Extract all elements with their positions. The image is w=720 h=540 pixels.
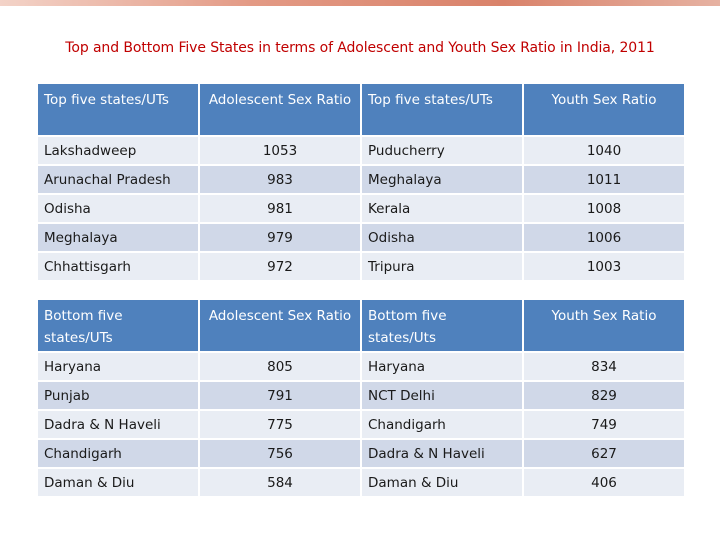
ratio-cell: 627 xyxy=(524,440,684,467)
header-bottom-states-youth: Bottom five states/Uts xyxy=(362,300,522,351)
table-header-row: Bottom five states/UTs Adolescent Sex Ra… xyxy=(38,300,684,351)
state-cell: Daman & Diu xyxy=(38,469,198,496)
header-top-states-adolescent: Top five states/UTs xyxy=(38,84,198,135)
table-row: Dadra & N Haveli 775 Chandigarh 749 xyxy=(38,411,684,438)
ratio-cell: 979 xyxy=(200,224,360,251)
ratio-cell: 983 xyxy=(200,166,360,193)
bottom-five-table: Bottom five states/UTs Adolescent Sex Ra… xyxy=(36,298,686,498)
ratio-cell: 406 xyxy=(524,469,684,496)
state-cell: Lakshadweep xyxy=(38,137,198,164)
ratio-cell: 981 xyxy=(200,195,360,222)
state-cell: Meghalaya xyxy=(38,224,198,251)
ratio-cell: 1003 xyxy=(524,253,684,280)
state-cell: Kerala xyxy=(362,195,522,222)
ratio-cell: 584 xyxy=(200,469,360,496)
state-cell: Odisha xyxy=(38,195,198,222)
state-cell: Haryana xyxy=(362,353,522,380)
top-accent-bar xyxy=(0,0,720,6)
table-row: Punjab 791 NCT Delhi 829 xyxy=(38,382,684,409)
state-cell: Dadra & N Haveli xyxy=(362,440,522,467)
ratio-cell: 1006 xyxy=(524,224,684,251)
table-row: Daman & Diu 584 Daman & Diu 406 xyxy=(38,469,684,496)
header-top-states-youth: Top five states/UTs xyxy=(362,84,522,135)
ratio-cell: 1008 xyxy=(524,195,684,222)
state-cell: Odisha xyxy=(362,224,522,251)
ratio-cell: 1011 xyxy=(524,166,684,193)
state-cell: Chhattisgarh xyxy=(38,253,198,280)
ratio-cell: 1053 xyxy=(200,137,360,164)
table-row: Arunachal Pradesh 983 Meghalaya 1011 xyxy=(38,166,684,193)
state-cell: Daman & Diu xyxy=(362,469,522,496)
table-row: Lakshadweep 1053 Puducherry 1040 xyxy=(38,137,684,164)
header-youth-sex-ratio: Youth Sex Ratio xyxy=(524,84,684,135)
ratio-cell: 834 xyxy=(524,353,684,380)
state-cell: Arunachal Pradesh xyxy=(38,166,198,193)
ratio-cell: 791 xyxy=(200,382,360,409)
header-adolescent-sex-ratio: Adolescent Sex Ratio xyxy=(200,84,360,135)
ratio-cell: 972 xyxy=(200,253,360,280)
ratio-cell: 756 xyxy=(200,440,360,467)
ratio-cell: 829 xyxy=(524,382,684,409)
ratio-cell: 1040 xyxy=(524,137,684,164)
state-cell: Dadra & N Haveli xyxy=(38,411,198,438)
state-cell: NCT Delhi xyxy=(362,382,522,409)
table-header-row: Top five states/UTs Adolescent Sex Ratio… xyxy=(38,84,684,135)
table-row: Chhattisgarh 972 Tripura 1003 xyxy=(38,253,684,280)
header-bottom-states-adolescent: Bottom five states/UTs xyxy=(38,300,198,351)
table-row: Odisha 981 Kerala 1008 xyxy=(38,195,684,222)
ratio-cell: 805 xyxy=(200,353,360,380)
ratio-cell: 775 xyxy=(200,411,360,438)
table-row: Meghalaya 979 Odisha 1006 xyxy=(38,224,684,251)
state-cell: Chandigarh xyxy=(38,440,198,467)
state-cell: Meghalaya xyxy=(362,166,522,193)
table-row: Chandigarh 756 Dadra & N Haveli 627 xyxy=(38,440,684,467)
header-youth-sex-ratio: Youth Sex Ratio xyxy=(524,300,684,351)
ratio-cell: 749 xyxy=(524,411,684,438)
header-adolescent-sex-ratio: Adolescent Sex Ratio xyxy=(200,300,360,351)
page-title: Top and Bottom Five States in terms of A… xyxy=(65,40,655,56)
state-cell: Chandigarh xyxy=(362,411,522,438)
top-five-table: Top five states/UTs Adolescent Sex Ratio… xyxy=(36,82,686,282)
table-row: Haryana 805 Haryana 834 xyxy=(38,353,684,380)
state-cell: Puducherry xyxy=(362,137,522,164)
state-cell: Punjab xyxy=(38,382,198,409)
state-cell: Tripura xyxy=(362,253,522,280)
state-cell: Haryana xyxy=(38,353,198,380)
